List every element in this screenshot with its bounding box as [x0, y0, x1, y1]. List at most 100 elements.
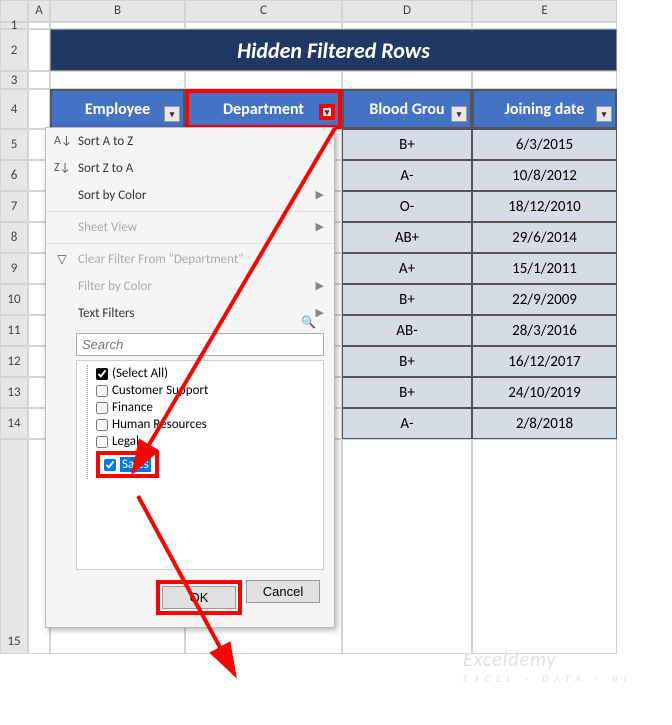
checkbox[interactable] — [96, 436, 108, 448]
row-header[interactable]: 8 — [0, 222, 28, 253]
ok-button[interactable]: OK — [162, 586, 236, 609]
search-icon: 🔍 — [301, 315, 316, 330]
data-cell-blood[interactable]: AB- — [342, 315, 472, 346]
row-header-15[interactable]: 15 — [0, 439, 28, 654]
sort-by-color[interactable]: Sort by Color▶ — [46, 182, 334, 209]
cell[interactable] — [28, 22, 50, 29]
chevron-right-icon: ▶ — [316, 306, 324, 319]
data-cell-date[interactable]: 15/1/2011 — [472, 253, 617, 284]
tree-label: Finance — [112, 400, 153, 415]
filter-dropdown: A↓Sort A to Z Z↓ Sort Z to A Sort by Colo… — [45, 127, 335, 628]
filter-button-department[interactable]: ▾ — [319, 104, 335, 120]
separator — [46, 243, 334, 244]
checkbox[interactable] — [96, 402, 108, 414]
tree-item-sales[interactable]: Sales — [96, 450, 317, 479]
header-joining: Joining date ▾ — [472, 89, 617, 129]
data-cell-blood[interactable]: AB+ — [342, 222, 472, 253]
separator — [46, 211, 334, 212]
cell[interactable] — [28, 71, 50, 89]
cell[interactable] — [185, 71, 342, 89]
data-cell-date[interactable]: 22/9/2009 — [472, 284, 617, 315]
row-header[interactable]: 7 — [0, 191, 28, 222]
text-filters[interactable]: Text Filters▶ — [46, 300, 334, 327]
sort-za[interactable]: Z↓ Sort Z to A — [46, 155, 334, 182]
cell[interactable] — [50, 71, 185, 89]
menu-label: Sort Z to A — [78, 161, 133, 176]
data-cell-date[interactable]: 6/3/2015 — [472, 129, 617, 160]
cell[interactable] — [342, 71, 472, 89]
data-cell-date[interactable]: 2/8/2018 — [472, 408, 617, 439]
row-header[interactable]: 13 — [0, 377, 28, 408]
clear-filter: ▽ Clear Filter From "Department" — [46, 246, 334, 273]
cell[interactable] — [28, 29, 50, 71]
data-cell-blood[interactable]: B+ — [342, 129, 472, 160]
cell[interactable] — [342, 439, 472, 654]
data-cell-date[interactable]: 16/12/2017 — [472, 346, 617, 377]
row-header-2[interactable]: 2 — [0, 29, 28, 71]
search-input[interactable] — [76, 333, 324, 356]
tree-label: Customer Support — [112, 383, 208, 398]
chevron-right-icon: ▶ — [316, 279, 324, 292]
data-cell-blood[interactable]: A+ — [342, 253, 472, 284]
row-header-1[interactable]: 1 — [0, 22, 28, 29]
checkbox-select-all[interactable] — [96, 368, 108, 380]
data-cell-date[interactable]: 18/12/2010 — [472, 191, 617, 222]
row-header[interactable]: 12 — [0, 346, 28, 377]
tree-item-select-all[interactable]: (Select All) — [96, 365, 317, 382]
cell[interactable] — [50, 22, 185, 29]
tree-label-sales: Sales — [120, 457, 151, 472]
sort-az[interactable]: A↓Sort A to Z — [46, 128, 334, 155]
dialog-buttons: OK Cancel — [46, 570, 334, 627]
cell[interactable] — [185, 22, 342, 29]
cell[interactable] — [472, 71, 617, 89]
cell[interactable] — [28, 89, 50, 129]
menu-label: Filter by Color — [78, 279, 152, 294]
data-cell-blood[interactable]: A- — [342, 160, 472, 191]
chevron-right-icon: ▶ — [316, 188, 324, 201]
tree-item[interactable]: Finance — [96, 399, 317, 416]
header-label: Blood Grou — [369, 100, 444, 119]
col-header-b[interactable]: B — [50, 0, 185, 22]
cell[interactable] — [472, 439, 617, 654]
checkbox[interactable] — [96, 385, 108, 397]
col-header-c[interactable]: C — [185, 0, 342, 22]
row-header-4[interactable]: 4 — [0, 89, 28, 129]
tree-item[interactable]: Human Resources — [96, 416, 317, 433]
tree-item[interactable]: Customer Support — [96, 382, 317, 399]
row-header[interactable]: 9 — [0, 253, 28, 284]
data-cell-blood[interactable]: B+ — [342, 346, 472, 377]
data-cell-blood[interactable]: B+ — [342, 284, 472, 315]
filter-button-blood[interactable]: ▾ — [451, 106, 467, 122]
sort-za-icon: Z↓ — [54, 161, 70, 175]
data-cell-date[interactable]: 29/6/2014 — [472, 222, 617, 253]
col-header-e[interactable]: E — [472, 0, 617, 22]
cancel-button[interactable]: Cancel — [246, 580, 320, 603]
row-header-3[interactable]: 3 — [0, 71, 28, 89]
header-employee: Employee ▾ — [50, 89, 185, 129]
row-header[interactable]: 14 — [0, 408, 28, 439]
checkbox-sales[interactable] — [104, 459, 116, 471]
cell[interactable] — [472, 22, 617, 29]
clear-filter-icon: ▽ — [54, 252, 70, 267]
row-header[interactable]: 5 — [0, 129, 28, 160]
checkbox[interactable] — [96, 419, 108, 431]
data-cell-blood[interactable]: A- — [342, 408, 472, 439]
cell[interactable] — [342, 22, 472, 29]
menu-label: Clear Filter From "Department" — [78, 252, 243, 267]
data-cell-blood[interactable]: O- — [342, 191, 472, 222]
header-label: Joining date — [505, 100, 585, 119]
row-header[interactable]: 6 — [0, 160, 28, 191]
row-header[interactable]: 11 — [0, 315, 28, 346]
data-cell-date[interactable]: 24/10/2019 — [472, 377, 617, 408]
data-cell-blood[interactable]: B+ — [342, 377, 472, 408]
filter-by-color: Filter by Color ▶ — [46, 273, 334, 300]
data-cell-date[interactable]: 28/3/2016 — [472, 315, 617, 346]
data-cell-date[interactable]: 10/8/2012 — [472, 160, 617, 191]
col-header-a[interactable]: A — [28, 0, 50, 22]
chevron-right-icon: ▶ — [316, 220, 324, 233]
filter-button-employee[interactable]: ▾ — [164, 106, 180, 122]
row-header[interactable]: 10 — [0, 284, 28, 315]
filter-button-joining[interactable]: ▾ — [596, 106, 612, 122]
col-header-d[interactable]: D — [342, 0, 472, 22]
tree-item[interactable]: Legal — [96, 433, 317, 450]
